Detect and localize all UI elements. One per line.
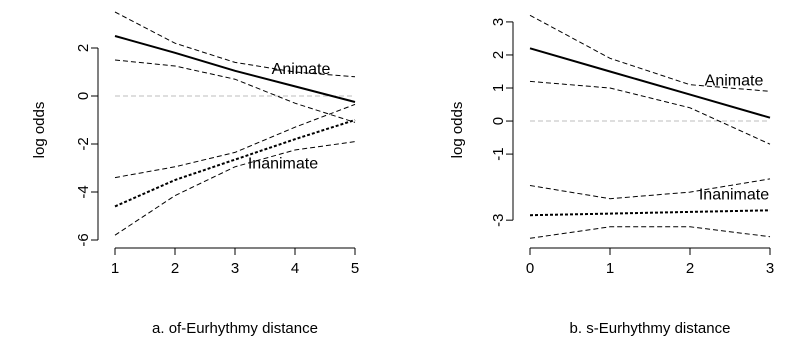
- panel-a: 1 2 3 4 5 -6 -4 -2 0 2 a. of-Eurhythmy distance log…: [31, 11, 359, 337]
- y-tick-label: -6: [75, 233, 92, 246]
- inanimate-fit-line: [529, 209, 771, 217]
- y-tick-label: 0: [75, 92, 92, 100]
- annotation-animate: Animate: [272, 61, 331, 78]
- annotation-inanimate: Inanimate: [248, 156, 318, 173]
- annotation-inanimate: Inanimate: [699, 187, 769, 204]
- x-axis-label: b. s-Eurhythmy distance: [570, 320, 731, 337]
- y-tick-label: -4: [75, 185, 92, 198]
- y-tick-label: -2: [75, 137, 92, 150]
- x-tick-label: 4: [291, 260, 299, 277]
- inanimate-upper-line: [114, 103, 356, 179]
- y-axis-label: log odds: [449, 102, 466, 159]
- animate-fit-line: [114, 35, 356, 103]
- y-tick-label: 3: [490, 18, 507, 26]
- y-tick-label: 2: [490, 51, 507, 59]
- animate-lower-line: [529, 80, 771, 145]
- x-tick-label: 1: [606, 260, 614, 277]
- animate-upper-line: [114, 11, 356, 78]
- x-axis-label: a. of-Eurhythmy distance: [152, 320, 318, 337]
- animate-lower-line: [114, 59, 356, 123]
- y-tick-label: 2: [75, 44, 92, 52]
- x-tick-label: 2: [686, 260, 694, 277]
- inanimate-lower-line: [114, 141, 356, 236]
- x-tick-label: 5: [351, 260, 359, 277]
- x-tick-label: 3: [231, 260, 239, 277]
- x-tick-label: 2: [171, 260, 179, 277]
- y-tick-label: -3: [490, 214, 507, 227]
- y-tick-label: 1: [490, 84, 507, 92]
- x-tick-label: 1: [111, 260, 119, 277]
- animate-upper-line: [529, 14, 771, 92]
- x-tick-label: 3: [766, 260, 774, 277]
- y-axis-label: log odds: [31, 102, 48, 159]
- y-tick-label: -1: [490, 147, 507, 160]
- x-tick-label: 0: [526, 260, 534, 277]
- inanimate-lower-line: [529, 226, 771, 239]
- annotation-animate: Animate: [705, 73, 764, 90]
- inanimate-fit-line: [114, 119, 356, 208]
- animate-fit-line: [529, 47, 771, 119]
- panel-b: 0 1 2 3 -3 -1 0 1 2 3 b. s-Eurhythmy distance log o…: [449, 14, 774, 337]
- inanimate-upper-line: [529, 178, 771, 200]
- y-tick-label: 0: [490, 117, 507, 125]
